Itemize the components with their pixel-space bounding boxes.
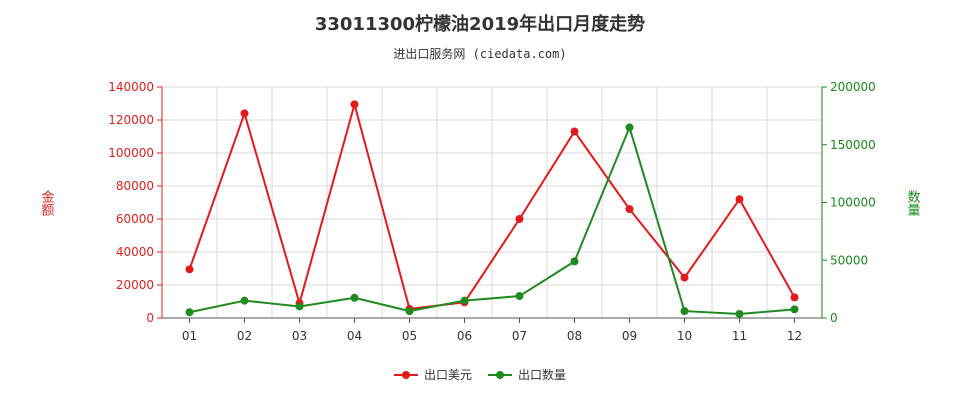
left-axis-tick-label: 0 (146, 311, 154, 325)
legend-label: 出口数量 (518, 367, 566, 382)
axes: 0 20000 40000 60000 80000 100000 120000 140000 0… (39, 80, 921, 343)
left-axis-tick-label: 40000 (116, 245, 154, 259)
x-axis-tick-label: 10 (677, 329, 692, 343)
data-point-export-value (350, 100, 359, 109)
data-point-export-value (735, 195, 744, 204)
left-axis-tick-label: 60000 (116, 212, 154, 226)
right-axis-tick-label: 200000 (830, 80, 876, 94)
right-axis-tick-label: 150000 (830, 138, 876, 152)
data-point-export-value (240, 109, 249, 118)
legend-swatch-marker (496, 371, 504, 379)
right-axis-tick-label: 0 (830, 311, 838, 325)
data-point-export-quantity (185, 308, 194, 317)
data-point-export-quantity (460, 296, 469, 305)
series-layer (185, 100, 799, 318)
left-axis-tick-label: 140000 (108, 80, 154, 94)
left-axis-title: 金额 (39, 189, 55, 217)
grid (161, 86, 823, 319)
data-point-export-quantity (405, 307, 414, 316)
x-axis-tick-label: 01 (182, 329, 197, 343)
x-axis-tick-label: 03 (292, 329, 307, 343)
x-axis-tick-label: 05 (402, 329, 417, 343)
data-point-export-value (625, 205, 634, 214)
data-point-export-value (680, 273, 689, 282)
x-axis-tick-label: 02 (237, 329, 252, 343)
series-line-export-value (188, 100, 796, 311)
chart-title: 33011300柠檬油2019年出口月度走势 (315, 13, 645, 35)
data-point-export-quantity (570, 257, 579, 266)
data-point-export-value (790, 293, 799, 302)
x-axis-tick-label: 09 (622, 329, 637, 343)
data-point-export-quantity (790, 305, 799, 314)
data-point-export-value (515, 215, 524, 223)
right-axis-tick-label: 50000 (830, 253, 868, 267)
left-axis-tick-label: 120000 (108, 113, 154, 127)
data-point-export-quantity (515, 292, 524, 301)
data-point-export-quantity (295, 302, 304, 311)
x-axis-tick-label: 11 (732, 329, 747, 343)
x-axis-tick-label: 04 (347, 329, 362, 343)
data-point-export-quantity (625, 123, 634, 132)
left-axis-tick-label: 100000 (108, 146, 154, 160)
series-line-export-quantity (189, 124, 795, 315)
legend-label: 出口美元 (424, 368, 472, 382)
x-axis-tick-label: 07 (512, 329, 527, 343)
x-axis-tick-label: 12 (787, 329, 802, 343)
data-point-export-quantity (240, 296, 249, 305)
right-axis-title: 数量 (905, 190, 921, 216)
data-point-export-value (570, 127, 579, 136)
x-axis-tick-label: 06 (457, 329, 472, 343)
left-axis-tick-label: 80000 (116, 179, 154, 193)
data-point-export-quantity (735, 309, 744, 318)
data-point-export-value (185, 265, 194, 274)
legend-swatch-marker (402, 371, 410, 379)
chart-subtitle: 进出口服务网 (ciedata.com) (393, 46, 566, 61)
x-axis-tick-label: 08 (567, 329, 582, 343)
legend: 出口美元 出口数量 (394, 367, 566, 382)
left-axis-tick-label: 20000 (116, 278, 154, 292)
right-axis-tick-label: 100000 (830, 196, 876, 210)
data-point-export-quantity (350, 293, 359, 302)
data-point-export-quantity (680, 307, 689, 316)
